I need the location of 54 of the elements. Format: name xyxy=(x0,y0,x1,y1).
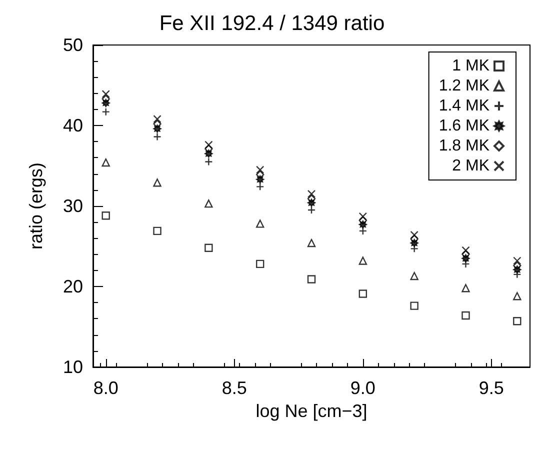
y-tick-label: 10 xyxy=(62,357,83,377)
point xyxy=(462,246,470,254)
point xyxy=(410,234,418,244)
y-axis-title: ratio (ergs) xyxy=(26,162,46,250)
point xyxy=(358,290,368,298)
point xyxy=(307,190,316,198)
legend-label: 1.6 MK xyxy=(438,118,490,134)
point xyxy=(204,144,213,153)
x-tick-label: 8.0 xyxy=(93,378,118,398)
point xyxy=(513,292,522,300)
point xyxy=(204,244,213,252)
point xyxy=(410,302,418,310)
point xyxy=(358,216,368,225)
point xyxy=(513,317,522,326)
point xyxy=(358,212,368,221)
legend-label: 2 MK xyxy=(452,158,490,174)
point xyxy=(153,226,162,236)
point xyxy=(204,199,213,208)
x-tick-label: 8.5 xyxy=(222,378,247,398)
point xyxy=(513,261,522,270)
point xyxy=(153,178,162,187)
point xyxy=(462,311,470,320)
y-tick-label: 50 xyxy=(62,35,83,55)
point xyxy=(102,90,110,98)
point xyxy=(102,212,110,220)
point xyxy=(410,230,418,240)
y-tick-label: 20 xyxy=(62,276,83,296)
legend-label: 1.4 MK xyxy=(438,98,490,114)
x-tick-label: 9.5 xyxy=(478,378,504,398)
point xyxy=(358,256,368,265)
point xyxy=(256,260,264,268)
legend-label: 1 MK xyxy=(452,58,490,74)
point xyxy=(307,194,316,203)
point xyxy=(153,120,162,128)
x-tick-label: 9.0 xyxy=(350,378,376,398)
point xyxy=(307,238,316,248)
point xyxy=(256,220,264,228)
x-axis-title: log Ne [cm−3] xyxy=(256,400,368,421)
point xyxy=(462,284,470,292)
point xyxy=(153,114,162,124)
point xyxy=(256,170,264,179)
point xyxy=(256,166,264,174)
point xyxy=(102,94,110,104)
y-tick-label: 30 xyxy=(62,196,83,216)
point xyxy=(410,272,418,280)
point xyxy=(513,256,522,265)
legend-label: 1.8 MK xyxy=(438,138,490,154)
point xyxy=(204,140,213,149)
point xyxy=(307,275,316,284)
point xyxy=(102,158,110,167)
y-tick-label: 40 xyxy=(62,116,83,136)
point xyxy=(462,250,470,258)
chart-title: Fe XII 192.4 / 1349 ratio xyxy=(159,12,385,35)
legend-label: 1.2 MK xyxy=(438,78,490,94)
